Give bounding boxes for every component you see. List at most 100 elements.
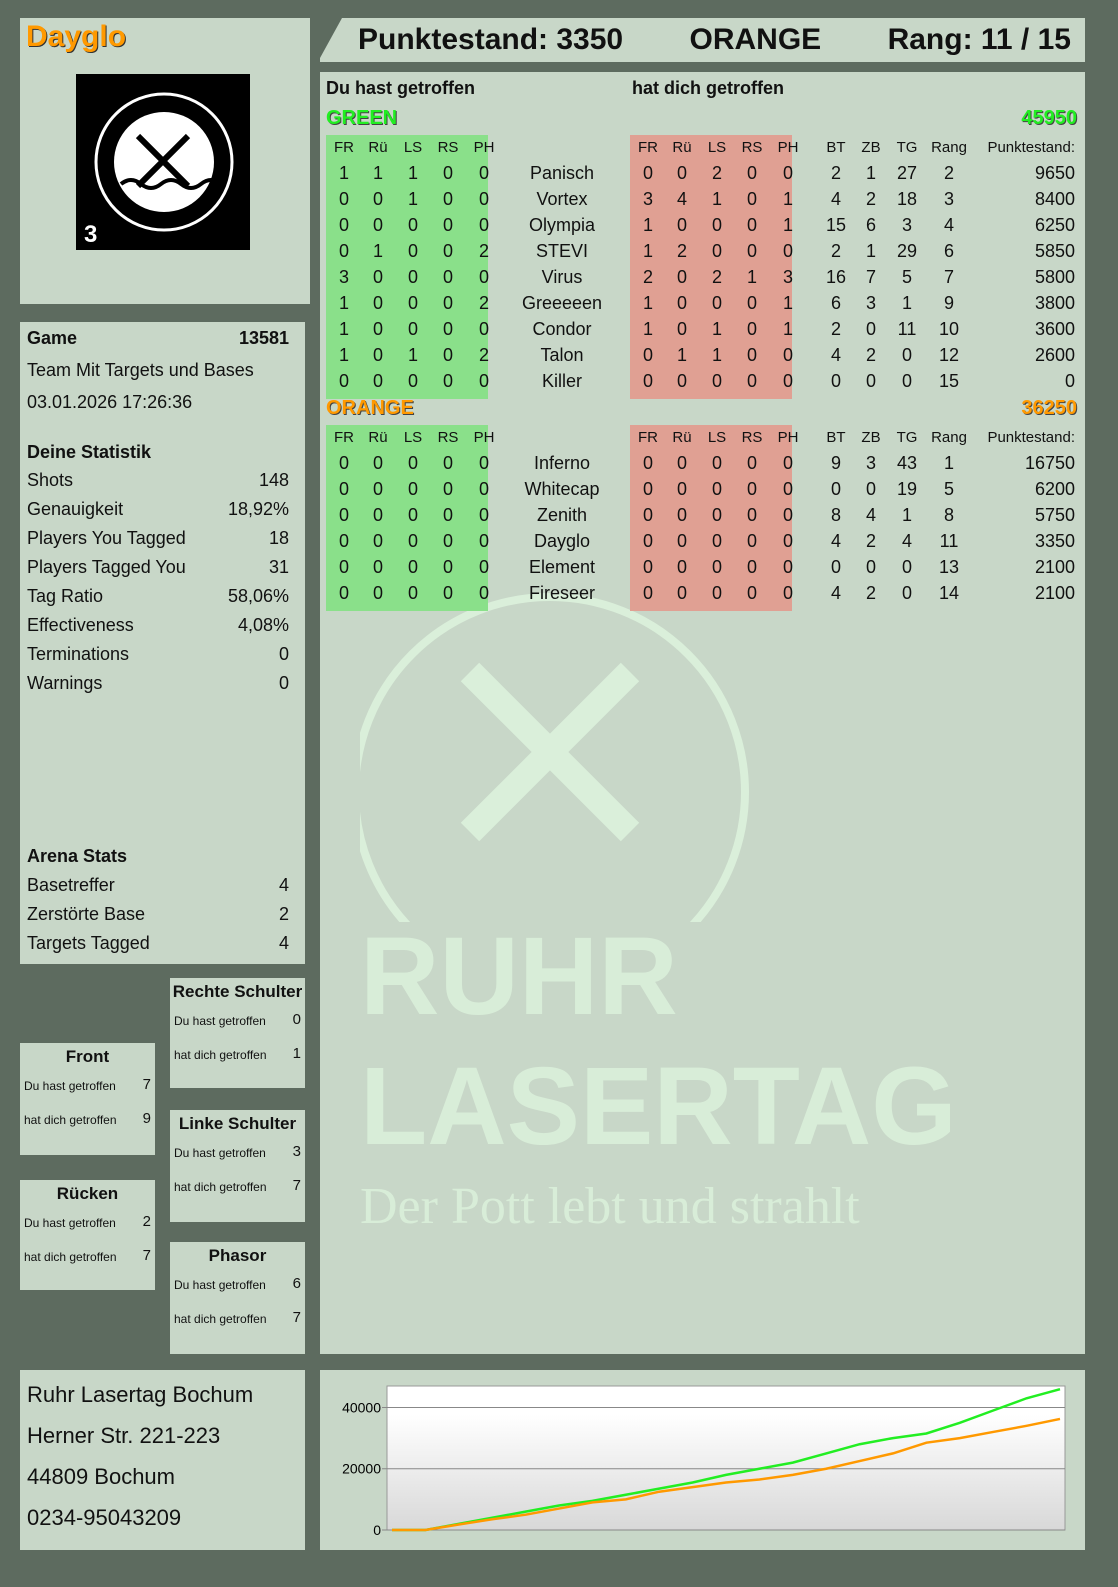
col-header: FR: [334, 139, 354, 156]
hit-you-value: 0: [711, 241, 722, 261]
stat-value: 0: [865, 371, 876, 391]
hit-you-block: [630, 135, 792, 399]
hit-you-value: 0: [782, 557, 793, 577]
info-row: 03.01.2026 17:26:36: [27, 392, 289, 413]
stat-value: 12: [938, 345, 960, 365]
you-hit-value: 0: [478, 267, 489, 287]
you-hit-value: 0: [478, 319, 489, 339]
stat-value: 18: [896, 189, 918, 209]
you-hit-value: 0: [338, 557, 349, 577]
stat-value: 0: [830, 479, 841, 499]
hit-you-value: 0: [642, 479, 653, 499]
player-name: STEVI: [535, 241, 588, 261]
player-name: Panisch: [529, 163, 595, 183]
stat-value: 2: [830, 319, 841, 339]
y-tick-label: 40000: [342, 1399, 381, 1415]
hit-you-value: 0: [642, 345, 653, 365]
hit-you-value: 0: [746, 189, 757, 209]
info-value: 0: [278, 644, 289, 664]
stat-value: 8: [830, 505, 841, 525]
hit-you-value: 0: [782, 241, 793, 261]
info-label: Arena Stats: [27, 846, 128, 866]
zone-title: Rücken: [56, 1184, 119, 1203]
stat-value: 7: [865, 267, 876, 287]
stat-value: 0: [901, 345, 912, 365]
zone-them-label: hat dich getroffen: [24, 1113, 117, 1127]
player-name: Virus: [541, 267, 583, 287]
zone-you-label: Du hast getroffen: [174, 1146, 266, 1160]
col-header: Rang: [931, 139, 967, 156]
you-hit-value: 0: [478, 453, 489, 473]
col-header: TG: [896, 139, 918, 156]
info-label: Effectiveness: [27, 615, 134, 635]
score-chart-panel: 0 20000 40000: [320, 1370, 1085, 1550]
info-label: Terminations: [27, 644, 130, 664]
hit-you-value: 1: [782, 319, 793, 339]
hit-you-value: 0: [782, 505, 793, 525]
hit-you-value: 0: [746, 241, 757, 261]
stat-value: 1: [865, 163, 876, 183]
plot-area: [386, 1385, 1066, 1531]
player-name: Condor: [532, 319, 592, 339]
hit-you-value: 0: [676, 531, 687, 551]
info-label: Players Tagged You: [27, 557, 186, 577]
stat-value: 4: [943, 215, 954, 235]
stat-value: 3350: [1034, 531, 1075, 551]
col-header: Punktestand:: [987, 429, 1075, 446]
you-hit-value: 0: [478, 505, 489, 525]
hit-you-value: 0: [676, 479, 687, 499]
table-row: 1 1 1 0 0 Panisch 0 0 2 0 0 2 1 27 2 9650: [326, 161, 1079, 187]
you-hit-value: 0: [442, 557, 453, 577]
stat-value: 1: [901, 505, 912, 525]
you-hit-value: 0: [407, 319, 418, 339]
info-row: Players You Tagged 18: [27, 528, 289, 549]
watermark-line1: RUHR: [360, 915, 678, 1038]
you-hit-value: 0: [442, 189, 453, 209]
info-value: 58,06%: [227, 586, 289, 606]
player-panel: Dayglo 3: [20, 18, 310, 304]
info-label: Players You Tagged: [27, 528, 186, 548]
stat-value: 5: [943, 479, 954, 499]
stat-value: 0: [865, 557, 876, 577]
you-hit-value: 0: [478, 479, 489, 499]
zone-you-label: Du hast getroffen: [174, 1278, 266, 1292]
stat-value: 4: [830, 531, 841, 551]
hit-you-label: hat dich getroffen: [632, 78, 784, 98]
you-hit-value: 1: [338, 163, 349, 183]
info-row: Tag Ratio 58,06%: [27, 586, 289, 607]
hit-you-value: 0: [676, 453, 687, 473]
hit-you-value: 0: [782, 453, 793, 473]
table-row: 0 0 0 0 0 Olympia 1 0 0 0 1 15 6 3 4 6250: [326, 213, 1079, 239]
you-hit-value: 0: [442, 319, 453, 339]
you-hit-value: 0: [442, 345, 453, 365]
col-header: PH: [473, 429, 495, 446]
you-hit-value: 0: [478, 583, 489, 603]
address-line: Ruhr Lasertag Bochum: [27, 1382, 254, 1407]
info-label: Warnings: [27, 673, 103, 693]
hit-you-value: 1: [711, 319, 722, 339]
you-hit-value: 2: [478, 293, 489, 313]
zone-them-value: 7: [142, 1247, 151, 1264]
col-header: Rü: [368, 139, 388, 156]
stat-value: 1: [901, 293, 912, 313]
col-header: LS: [403, 429, 423, 446]
table-row: 0 0 0 0 0 Zenith 0 0 0 0 0 8 4 1 8 5750: [326, 503, 1079, 529]
info-row: Deine Statistik: [27, 442, 289, 463]
you-hit-value: 0: [372, 345, 383, 365]
hit-you-value: 0: [711, 215, 722, 235]
stat-value: 4: [865, 505, 876, 525]
col-header: ZB: [861, 429, 881, 446]
you-hit-value: 0: [478, 557, 489, 577]
table-row: 0 0 0 0 0 Whitecap 0 0 0 0 0 0 0 19 5 6200: [326, 477, 1079, 503]
stat-value: 8: [943, 505, 954, 525]
zone-you-value: 2: [142, 1213, 151, 1230]
col-header: Rü: [672, 429, 692, 446]
you-hit-value: 0: [338, 505, 349, 525]
hit-you-value: 1: [782, 215, 793, 235]
hit-you-value: 3: [782, 267, 793, 287]
hit-you-value: 1: [782, 293, 793, 313]
player-name: Killer: [541, 371, 582, 391]
info-value: 4: [278, 933, 289, 953]
hit-you-value: 0: [676, 319, 687, 339]
col-header: BT: [826, 429, 846, 446]
